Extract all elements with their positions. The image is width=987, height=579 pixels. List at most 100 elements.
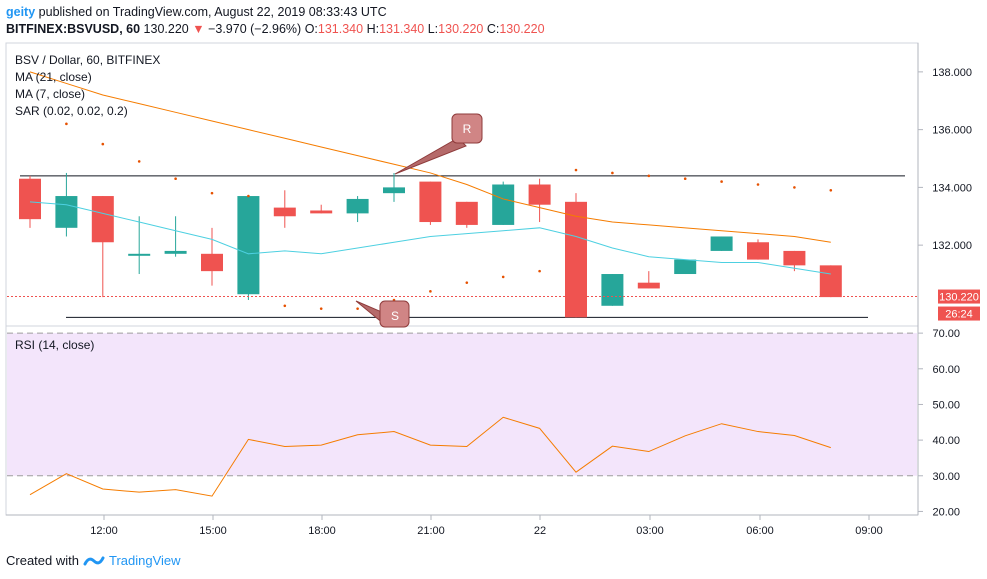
high-value: 131.340 <box>379 22 425 36</box>
candle-body <box>783 250 806 266</box>
candle-body <box>492 184 515 225</box>
time-tick-label: 09:00 <box>855 525 883 537</box>
tradingview-logo-icon <box>83 556 105 565</box>
candle-body <box>674 259 697 275</box>
rsi-tick-label: 70.00 <box>932 328 960 340</box>
price-tick-label: 138.000 <box>932 67 972 79</box>
ma7-legend[interactable]: MA (7, close) <box>15 87 85 101</box>
sar-dot <box>283 304 287 308</box>
candle-body <box>237 196 260 295</box>
sar-dot <box>319 307 323 310</box>
last-price: 130.220 <box>143 22 189 36</box>
created-with-text: Created with <box>6 553 79 568</box>
sar-dot <box>647 174 651 178</box>
sar-dot <box>101 142 105 146</box>
rsi-tick-label: 20.00 <box>932 506 960 518</box>
rsi-band <box>7 333 917 476</box>
price-tick-label: 132.000 <box>932 240 972 252</box>
sar-dot <box>611 171 614 175</box>
footer: Created with TradingView <box>6 553 181 568</box>
down-arrow-icon: ▼ <box>192 22 205 36</box>
rsi-axis-ticks: 20.00 30.00 40.00 50.00 60.00 70.00 <box>918 328 960 518</box>
ma21-legend[interactable]: MA (21, close) <box>15 70 92 84</box>
low-label: L: <box>427 22 439 36</box>
price-change: −3.970 (−2.96%) <box>208 22 302 36</box>
candle-body <box>19 178 41 220</box>
sar-dots <box>65 122 833 310</box>
price-pane-frame <box>5 42 919 327</box>
close-value: 130.220 <box>499 22 545 36</box>
candle-body <box>164 250 187 254</box>
resistance-callout-pointer <box>394 137 467 175</box>
last-price-tag-text: 130.220 <box>939 292 979 304</box>
candle-body <box>128 253 151 256</box>
sar-dot <box>210 191 214 195</box>
price-tick-label: 136.000 <box>932 125 972 137</box>
countdown-tag <box>938 306 980 321</box>
last-price-tag <box>938 289 980 304</box>
candle-body <box>346 198 369 214</box>
candle-body <box>91 196 114 243</box>
sar-dot <box>538 269 541 273</box>
rsi-legend[interactable]: RSI (14, close) <box>15 338 94 352</box>
sar-dot <box>429 290 432 293</box>
sar-dot <box>65 122 68 126</box>
open-value: 131.340 <box>317 22 364 36</box>
chart-title: BSV / Dollar, 60, BITFINEX <box>15 53 160 67</box>
sar-dot <box>574 168 578 172</box>
price-tick-label: 134.000 <box>932 182 972 194</box>
candles <box>19 172 842 318</box>
resistance-callout-label: R <box>463 122 472 136</box>
sar-dot <box>683 177 687 181</box>
sar-dot <box>247 194 250 198</box>
candle-body <box>310 210 333 214</box>
candle-body <box>601 274 624 306</box>
ma21-line <box>29 71 831 243</box>
sar-dot <box>356 307 359 310</box>
candle-body <box>637 282 660 289</box>
high-label: H: <box>366 22 380 36</box>
rsi-tick-label: 60.00 <box>932 364 960 376</box>
support-callout[interactable]: S <box>355 300 410 328</box>
open-label: O: <box>304 22 318 36</box>
rsi-tick-label: 50.00 <box>932 399 960 411</box>
candle-body <box>455 201 478 225</box>
candle-body <box>565 201 587 318</box>
time-tick-label: 15:00 <box>199 525 227 537</box>
resistance-callout[interactable]: R <box>394 113 483 175</box>
time-tick-label: 22 <box>534 525 546 537</box>
publish-line: geity published on TradingView.com, Augu… <box>6 4 545 21</box>
countdown-tag-text: 26:24 <box>945 309 973 321</box>
time-axis-ticks: 12:00 15:00 18:00 21:00 22 03:00 06:00 09:00 <box>90 515 883 537</box>
sar-dot <box>829 188 833 192</box>
time-tick-label: 06:00 <box>746 525 774 537</box>
candle-body <box>747 242 769 260</box>
low-value: 130.220 <box>438 22 484 36</box>
tradingview-brand[interactable]: TradingView <box>108 553 181 568</box>
candle-body <box>710 236 733 251</box>
support-callout-box <box>379 300 410 328</box>
candle-body <box>383 187 405 194</box>
sar-dot <box>137 160 141 163</box>
symbol-line: BITFINEX:BSVUSD, 60 130.220 ▼ −3.970 (−2… <box>6 21 545 38</box>
resistance-callout-box <box>451 113 483 144</box>
price-axis-ticks: 132.000 134.000 136.000 138.000 <box>918 67 972 252</box>
rsi-line <box>29 416 831 497</box>
sar-legend[interactable]: SAR (0.02, 0.02, 0.2) <box>15 104 128 118</box>
ma7-line <box>29 201 831 275</box>
candle-body <box>419 181 442 223</box>
candle-body <box>55 196 78 228</box>
author-name[interactable]: geity <box>6 5 36 19</box>
sar-dot <box>174 177 177 181</box>
rsi-tick-label: 30.00 <box>932 471 960 483</box>
symbol-name: BITFINEX:BSVUSD, 60 <box>6 22 141 36</box>
sar-dot <box>465 281 469 284</box>
rsi-tick-label: 40.00 <box>932 435 960 447</box>
sar-dot <box>720 180 723 183</box>
chart-header: geity published on TradingView.com, Augu… <box>6 4 545 38</box>
time-tick-label: 12:00 <box>90 525 118 537</box>
publish-info: published on TradingView.com, August 22,… <box>38 5 387 19</box>
support-callout-label: S <box>391 309 399 323</box>
sar-dot <box>756 183 760 186</box>
